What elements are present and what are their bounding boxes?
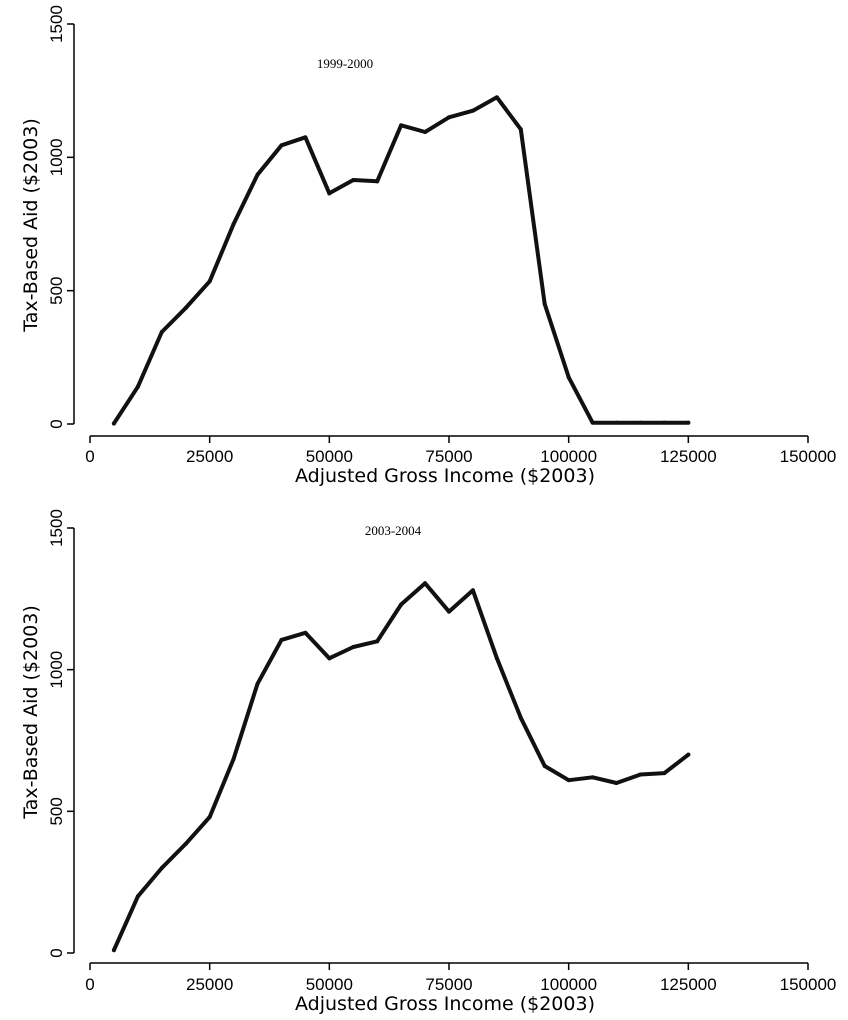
x-axis-title: Adjusted Gross Income ($2003) — [295, 993, 595, 1015]
y-axis-ticks: 0 500 1000 1500 — [47, 509, 75, 958]
data-point — [327, 191, 332, 196]
chart-title: 2003-2004 — [365, 523, 422, 538]
x-tick-label: 0 — [85, 975, 94, 994]
x-tick-label: 100000 — [540, 975, 597, 994]
data-point — [447, 115, 451, 120]
y-axis-title: Tax-Based Aid ($2003) — [20, 605, 42, 820]
data-point — [542, 764, 547, 768]
data-point — [183, 841, 188, 846]
series-line — [111, 581, 691, 953]
y-tick-label: 0 — [47, 948, 66, 957]
data-point — [566, 778, 571, 783]
x-tick-label: 0 — [85, 447, 94, 466]
data-point — [327, 656, 332, 661]
data-point — [494, 95, 499, 100]
data-point — [662, 771, 667, 776]
y-tick-label: 500 — [47, 276, 66, 304]
y-tick-label: 500 — [47, 797, 66, 825]
x-tick-label: 25000 — [186, 975, 233, 994]
x-tick-label: 150000 — [780, 447, 837, 466]
data-point — [518, 715, 523, 720]
data-point — [231, 756, 236, 761]
chart-title: 1999-2000 — [317, 56, 373, 71]
data-point — [638, 420, 643, 425]
data-point — [447, 609, 451, 614]
x-tick-label: 75000 — [425, 975, 472, 994]
data-point — [255, 172, 260, 177]
data-point — [470, 588, 475, 593]
data-point — [135, 894, 140, 899]
data-point — [518, 127, 523, 132]
data-point — [638, 772, 643, 777]
x-tick-label: 50000 — [306, 975, 353, 994]
y-axis-ticks: 0 500 1000 1500 — [47, 5, 75, 429]
x-tick-label: 125000 — [660, 975, 717, 994]
data-point — [399, 602, 404, 607]
x-tick-label: 100000 — [540, 447, 597, 466]
y-tick-label: 0 — [47, 419, 66, 428]
data-point — [662, 420, 667, 425]
data-point — [351, 645, 356, 649]
chart-panel-1999-2000: 1999-2000 Tax-Based Aid ($2003) Adjusted… — [20, 5, 836, 487]
x-axis-ticks: 0 25000 50000 75000 100000 125000 150000 — [85, 435, 837, 466]
data-point — [542, 302, 547, 306]
data-point — [351, 178, 356, 182]
x-tick-label: 125000 — [660, 447, 717, 466]
data-point — [590, 775, 595, 780]
data-point — [231, 222, 236, 226]
series-line — [111, 95, 691, 426]
data-point — [183, 306, 188, 310]
data-point — [279, 143, 284, 148]
data-point — [207, 279, 212, 284]
x-tick-label: 50000 — [306, 447, 353, 466]
data-point — [375, 179, 380, 184]
data-point — [423, 581, 428, 586]
plot-area — [111, 581, 691, 953]
data-point — [470, 108, 475, 113]
x-axis-ticks: 0 25000 50000 75000 100000 125000 150000 — [85, 962, 837, 994]
x-tick-label: 75000 — [425, 447, 472, 466]
chart-panel-2003-2004: 2003-2004 Tax-Based Aid ($2003) Adjusted… — [20, 509, 836, 1015]
data-point — [375, 639, 380, 644]
data-point — [303, 135, 308, 140]
y-axis-title: Tax-Based Aid ($2003) — [20, 118, 42, 333]
data-point — [135, 384, 140, 389]
data-point — [614, 781, 619, 785]
y-tick-label: 1500 — [47, 5, 66, 43]
data-point — [399, 123, 404, 128]
plot-area — [111, 95, 691, 426]
data-point — [566, 375, 571, 380]
data-point — [614, 420, 619, 425]
y-tick-label: 1500 — [47, 509, 66, 547]
x-tick-label: 25000 — [186, 447, 233, 466]
y-tick-label: 1000 — [47, 651, 66, 689]
data-point — [255, 681, 260, 686]
data-point — [159, 330, 164, 334]
y-tick-label: 1000 — [47, 138, 66, 176]
data-point — [423, 130, 428, 134]
x-axis-title: Adjusted Gross Income ($2003) — [295, 465, 595, 487]
data-point — [590, 420, 595, 425]
data-point — [159, 866, 164, 870]
x-tick-label: 150000 — [780, 975, 837, 994]
data-point — [686, 420, 691, 425]
data-point — [686, 752, 691, 757]
data-point — [494, 656, 499, 661]
data-point — [111, 948, 116, 953]
data-point — [303, 630, 308, 635]
data-point — [111, 421, 116, 426]
data-point — [207, 815, 212, 819]
data-point — [279, 637, 284, 642]
